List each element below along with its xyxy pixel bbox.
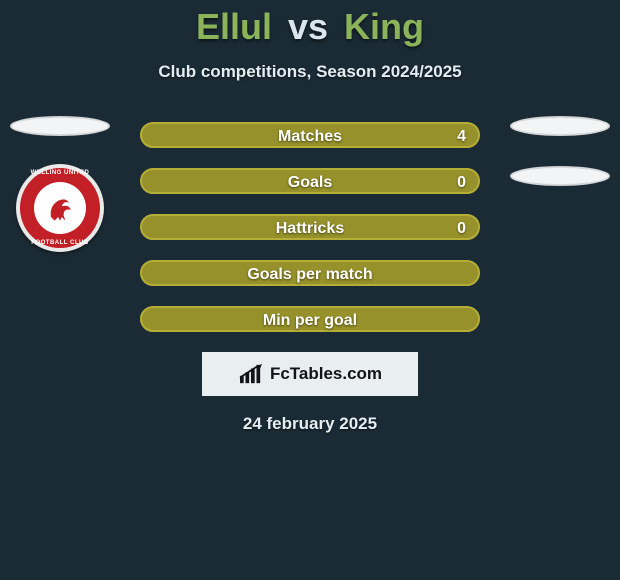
title-vs: vs xyxy=(288,6,328,47)
stat-value-right: 0 xyxy=(457,216,466,238)
side-column-left: WELLING UNITED FOOTBALL CLUB xyxy=(0,116,120,252)
page-title: Ellul vs King xyxy=(0,0,620,48)
club-badge-left: WELLING UNITED FOOTBALL CLUB xyxy=(16,164,104,252)
stat-label: Min per goal xyxy=(142,308,478,330)
club-crest-icon xyxy=(42,190,78,226)
stat-row: Goals 0 xyxy=(140,168,480,194)
subtitle: Club competitions, Season 2024/2025 xyxy=(0,62,620,82)
comparison-card: Ellul vs King Club competitions, Season … xyxy=(0,0,620,580)
stat-row: Goals per match xyxy=(140,260,480,286)
stat-value-right: 4 xyxy=(457,124,466,146)
club-badge-text-bottom: FOOTBALL CLUB xyxy=(31,240,88,246)
comparison-arena: WELLING UNITED FOOTBALL CLUB Matches 4 xyxy=(0,122,620,332)
stat-row: Hattricks 0 xyxy=(140,214,480,240)
stat-row: Min per goal xyxy=(140,306,480,332)
title-player-right: King xyxy=(344,6,424,47)
stat-value-right: 0 xyxy=(457,170,466,192)
club-badge-inner xyxy=(34,182,86,234)
club-badge-text-top: WELLING UNITED xyxy=(31,170,90,176)
stat-label: Matches xyxy=(142,124,478,146)
placeholder-ellipse xyxy=(510,166,610,186)
side-column-right xyxy=(500,116,620,210)
bar-chart-icon xyxy=(238,363,264,385)
stat-row: Matches 4 xyxy=(140,122,480,148)
stat-label: Goals xyxy=(142,170,478,192)
stat-rows: Matches 4 Goals 0 Hattricks 0 Goals per … xyxy=(140,122,480,332)
placeholder-ellipse xyxy=(510,116,610,136)
watermark: FcTables.com xyxy=(202,352,418,396)
placeholder-ellipse xyxy=(10,116,110,136)
watermark-text: FcTables.com xyxy=(270,364,382,384)
title-player-left: Ellul xyxy=(196,6,272,47)
stat-label: Hattricks xyxy=(142,216,478,238)
stat-label: Goals per match xyxy=(142,262,478,284)
date-text: 24 february 2025 xyxy=(0,414,620,434)
